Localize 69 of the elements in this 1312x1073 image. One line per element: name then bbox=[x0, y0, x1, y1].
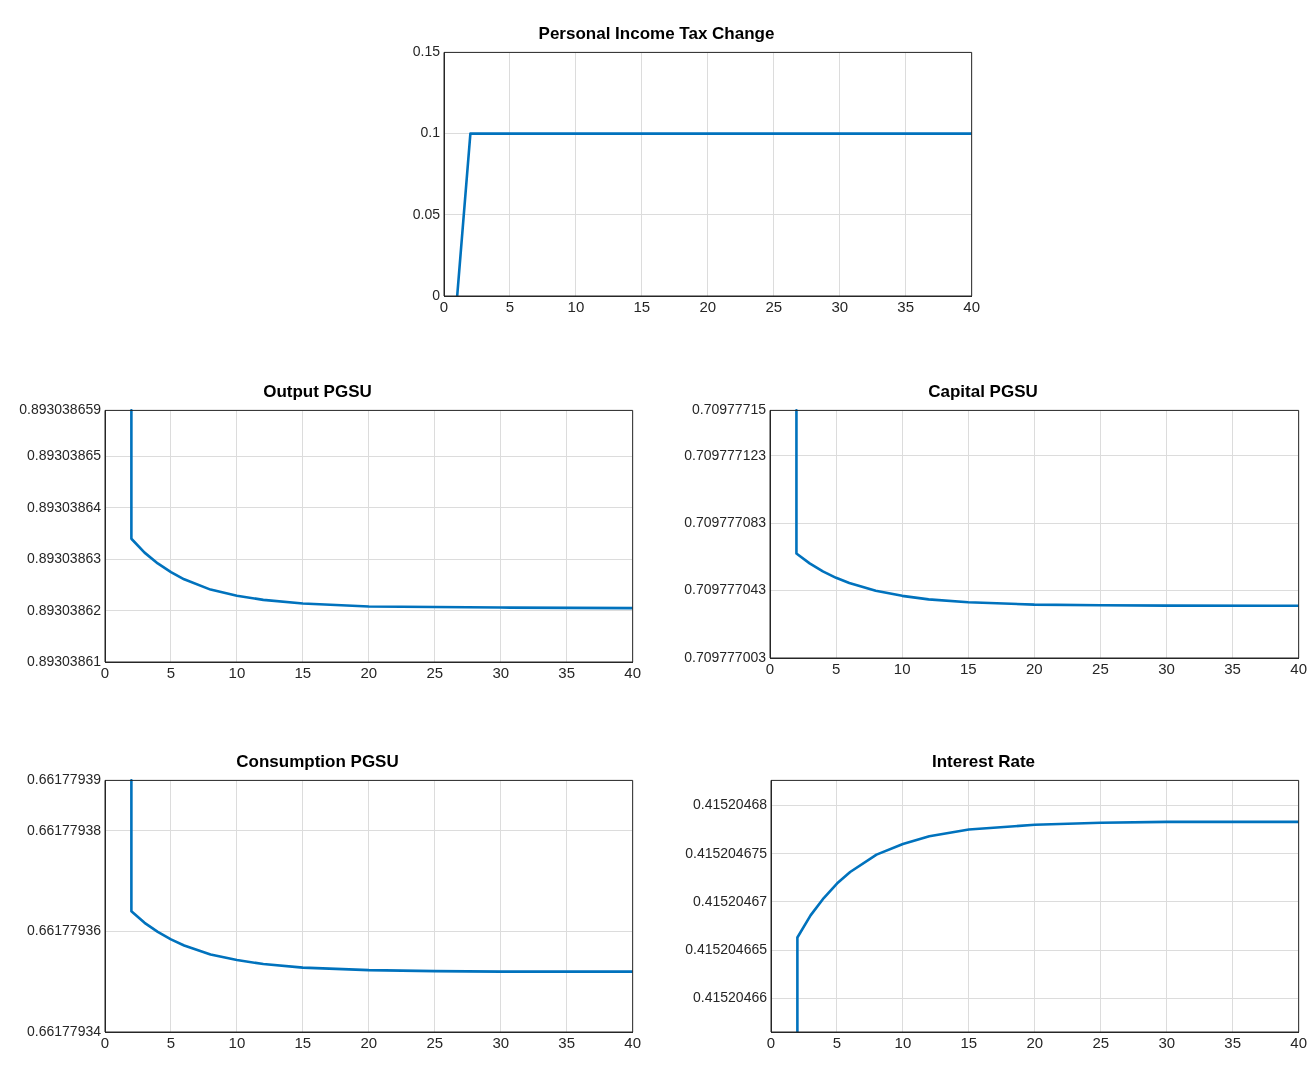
chart-title: Capital PGSU bbox=[928, 381, 1038, 401]
x-tick-label: 35 bbox=[558, 1034, 576, 1052]
x-tick-label: 30 bbox=[831, 298, 849, 316]
x-tick-label: 30 bbox=[1158, 660, 1175, 678]
y-tick-label: 0.709777123 bbox=[684, 446, 767, 463]
x-tick-label: 35 bbox=[1224, 660, 1241, 678]
x-tick-label: 15 bbox=[633, 298, 651, 316]
x-tick-label: 30 bbox=[492, 664, 510, 682]
x-tick-label: 5 bbox=[832, 1034, 842, 1052]
y-tick-label: 0.709777043 bbox=[684, 581, 767, 598]
y-tick-label: 0.05 bbox=[412, 205, 441, 222]
y-tick-label: 0.41520467 bbox=[693, 892, 768, 909]
y-tick-label: 0.15 bbox=[412, 43, 441, 60]
x-tick-label: 20 bbox=[1025, 660, 1043, 678]
x-tick-label: 35 bbox=[558, 664, 576, 682]
x-tick-label: 5 bbox=[505, 298, 515, 316]
x-tick-label: 10 bbox=[894, 1034, 912, 1052]
y-tick-label: 0.415204675 bbox=[685, 844, 768, 861]
y-tick-label: 0.66177936 bbox=[27, 922, 102, 939]
x-tick-label: 30 bbox=[492, 1034, 510, 1052]
x-tick-label: 15 bbox=[959, 660, 977, 678]
y-tick-label: 0.89303863 bbox=[27, 550, 102, 567]
y-tick-label: 0.70977715 bbox=[692, 401, 767, 418]
x-tick-label: 10 bbox=[893, 660, 911, 678]
y-tick-label: 0.66177938 bbox=[27, 821, 102, 838]
y-tick-label: 0.893038659 bbox=[19, 401, 102, 418]
chart-title: Interest Rate bbox=[932, 751, 1035, 771]
x-tick-label: 35 bbox=[897, 298, 915, 316]
y-tick-label: 0.89303861 bbox=[27, 652, 102, 669]
x-tick-label: 25 bbox=[1092, 1034, 1110, 1052]
x-tick-label: 20 bbox=[360, 664, 378, 682]
x-tick-label: 10 bbox=[567, 298, 585, 316]
x-tick-label: 5 bbox=[166, 664, 176, 682]
x-tick-label: 15 bbox=[294, 664, 312, 682]
x-tick-label: 40 bbox=[1290, 1034, 1307, 1052]
x-tick-label: 15 bbox=[960, 1034, 978, 1052]
x-tick-label: 20 bbox=[1026, 1034, 1044, 1052]
y-tick-label: 0.709777083 bbox=[684, 514, 767, 531]
y-tick-label: 0.89303864 bbox=[27, 498, 102, 515]
y-tick-label: 0.41520468 bbox=[693, 796, 768, 813]
chart-title: Personal Income Tax Change bbox=[538, 23, 775, 43]
y-tick-label: 0.89303865 bbox=[27, 447, 102, 464]
x-tick-label: 25 bbox=[426, 1034, 444, 1052]
x-tick-label: 35 bbox=[1224, 1034, 1242, 1052]
y-tick-label: 0.66177939 bbox=[27, 771, 102, 788]
x-tick-label: 40 bbox=[624, 1034, 641, 1052]
chart-title: Output PGSU bbox=[263, 381, 372, 401]
y-tick-label: 0.709777003 bbox=[684, 648, 767, 665]
x-tick-label: 25 bbox=[765, 298, 783, 316]
y-tick-label: 0.89303862 bbox=[27, 601, 102, 618]
y-tick-label: 0.41520466 bbox=[693, 989, 768, 1006]
y-tick-label: 0.66177934 bbox=[27, 1022, 102, 1039]
x-tick-label: 10 bbox=[228, 664, 246, 682]
x-tick-label: 40 bbox=[963, 298, 980, 316]
y-tick-label: 0 bbox=[432, 286, 441, 303]
x-tick-label: 5 bbox=[166, 1034, 176, 1052]
x-tick-label: 20 bbox=[699, 298, 717, 316]
x-tick-label: 40 bbox=[624, 664, 641, 682]
x-tick-label: 30 bbox=[1158, 1034, 1176, 1052]
x-tick-label: 15 bbox=[294, 1034, 312, 1052]
x-tick-label: 20 bbox=[360, 1034, 378, 1052]
x-tick-label: 25 bbox=[426, 664, 444, 682]
chart-title: Consumption PGSU bbox=[236, 751, 399, 771]
y-tick-label: 0.1 bbox=[420, 124, 441, 141]
x-tick-label: 5 bbox=[831, 660, 841, 678]
y-tick-label: 0.415204665 bbox=[685, 940, 768, 957]
x-tick-label: 10 bbox=[228, 1034, 246, 1052]
x-tick-label: 40 bbox=[1290, 660, 1307, 678]
x-tick-label: 25 bbox=[1092, 660, 1109, 678]
